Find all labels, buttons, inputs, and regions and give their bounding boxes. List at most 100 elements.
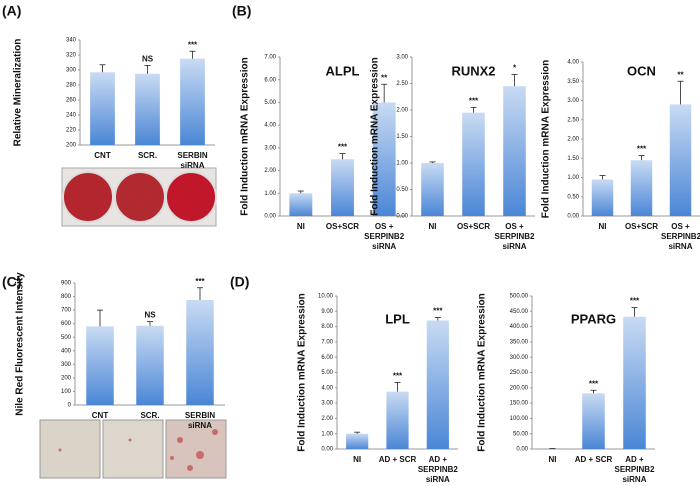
significance-label: *** — [589, 379, 599, 388]
chart: 0.00 1.00 2.00 3.00 4.00 5.00 6.00 7.00 Fold Ind… — [240, 55, 405, 251]
x-label-box: OS + SERPINB2 siRNA — [661, 222, 700, 251]
y-tick-label: 240 — [66, 113, 77, 119]
x-label-box: AD + SCR — [379, 455, 417, 464]
y-tick-label: 0.00 — [264, 214, 276, 220]
panel-label: (C) — [2, 274, 21, 290]
y-tick-label: 0.50 — [396, 187, 408, 193]
y-tick-label: 0.50 — [567, 194, 579, 200]
y-tick-label: 500 — [61, 335, 72, 341]
x-label-box: OS + SERPINB2 siRNA — [364, 222, 404, 251]
x-label-box: NI — [428, 222, 437, 231]
y-tick-label: 9.00 — [321, 309, 333, 315]
x-tick-label: CNT — [94, 151, 111, 160]
y-axis-label: Fold Induction mRNA Expression — [541, 60, 552, 219]
chart-title: PPARG — [571, 311, 616, 326]
bar — [426, 320, 449, 449]
y-tick-label: 4.00 — [567, 60, 579, 66]
y-tick-label: 700 — [61, 308, 72, 314]
y-tick-label: 6.00 — [321, 355, 333, 361]
x-tick-label: OS + SERPINB2 siRNA — [494, 222, 535, 251]
y-tick-label: 7.00 — [321, 339, 333, 345]
y-tick-label: 1.00 — [567, 175, 579, 181]
y-tick-label: 3.00 — [567, 98, 579, 104]
bar — [582, 393, 605, 449]
y-tick-label: 0 — [68, 403, 72, 409]
chart: 0.00 50.00 100.00 150.00 200.00 250.00 300.00 3… — [477, 293, 655, 484]
mineralization-wells — [61, 167, 217, 227]
y-tick-label: 340 — [66, 38, 77, 44]
significance-label: *** — [433, 307, 443, 316]
y-tick-label: 2.00 — [264, 168, 276, 174]
x-label-box: CNT — [94, 151, 111, 160]
y-tick-label: 280 — [66, 83, 77, 89]
x-label-box: OS+SCR — [624, 222, 659, 231]
x-tick-label: OS+SCR — [624, 222, 659, 231]
bar — [669, 104, 692, 216]
y-tick-label: 0.00 — [396, 214, 408, 220]
y-tick-label: 400 — [61, 348, 72, 354]
x-tick-label: SERBIN siRNA — [177, 151, 208, 170]
y-tick-label: 1.00 — [264, 191, 276, 197]
panel-label: (A) — [2, 3, 21, 19]
y-axis-label: Fold Induction mRNA Expression — [477, 293, 488, 452]
x-tick-label: SERBIN siRNA — [184, 411, 216, 430]
y-tick-label: 200 — [61, 375, 72, 381]
y-tick-label: 800 — [61, 294, 72, 300]
y-tick-label: 2.00 — [321, 416, 333, 422]
x-label-box: SCR. — [138, 151, 157, 160]
significance-label: *** — [469, 96, 479, 105]
chart-title: OCN — [627, 63, 656, 78]
y-tick-label: 50.00 — [513, 431, 529, 437]
x-label-box: SERBIN siRNA — [177, 151, 208, 170]
bar — [135, 73, 160, 145]
x-tick-label: NI — [353, 455, 362, 464]
x-label-box: SCR. — [140, 411, 159, 420]
x-label-box: NI — [297, 222, 305, 231]
y-tick-label: 350.00 — [510, 339, 529, 345]
bar — [186, 299, 214, 405]
chart: 0.00 1.00 2.00 3.00 4.00 5.00 6.00 7.00 8.00 9.00… — [297, 293, 458, 484]
y-tick-label: 300 — [61, 362, 72, 368]
x-label-box: NI — [353, 455, 362, 464]
y-tick-label: 4.00 — [321, 385, 333, 391]
bar — [331, 159, 354, 216]
significance-label: *** — [338, 143, 348, 152]
x-label-box: NI — [549, 455, 557, 464]
y-tick-label: 200.00 — [510, 385, 529, 391]
y-tick-label: 5.00 — [264, 100, 276, 106]
chart-title: ALPL — [326, 63, 360, 78]
x-tick-label: NI — [428, 222, 437, 231]
y-tick-label: 2.00 — [567, 137, 579, 143]
y-tick-label: 220 — [66, 128, 77, 134]
y-axis-label: Fold Induction mRNA Expression — [370, 57, 381, 216]
significance-label: *** — [637, 145, 647, 154]
y-tick-label: 0.00 — [516, 447, 528, 453]
y-tick-label: 500.00 — [510, 294, 529, 300]
y-axis-label: Relative Mineralization — [13, 39, 24, 147]
x-label-box: AD + SERPINB2 siRNA — [418, 455, 458, 484]
bar — [503, 86, 526, 217]
chart-title: LPL — [385, 311, 410, 326]
bar — [346, 433, 369, 449]
y-tick-label: 7.00 — [264, 55, 276, 61]
bar — [421, 163, 444, 216]
x-label-box: OS+SCR — [457, 222, 490, 231]
significance-label: NS — [144, 311, 156, 320]
x-tick-label: NI — [598, 222, 607, 231]
x-label-box: SERBIN siRNA — [184, 411, 216, 430]
y-tick-label: 10.00 — [318, 294, 334, 300]
chart: 0.00 0.50 1.00 1.50 2.00 2.50 3.00 3.50 4.00 Fold… — [541, 60, 700, 251]
x-label-box: CNT — [92, 411, 108, 420]
y-tick-label: 2.50 — [567, 117, 579, 123]
chart: 0.00 0.50 1.00 1.50 2.00 2.50 3.00 Fold Inducti… — [370, 55, 535, 251]
y-tick-label: 320 — [66, 53, 77, 59]
significance-label: *** — [188, 40, 198, 49]
significance-label: NS — [142, 55, 154, 64]
y-tick-label: 200 — [66, 143, 77, 149]
y-axis-label: Nile Red Fluorescent Intensity — [15, 272, 26, 416]
bar — [289, 193, 313, 216]
chart-title: RUNX2 — [451, 63, 495, 78]
y-tick-label: 150.00 — [510, 401, 529, 407]
chart: 200 220 240 260 280 300 320 340 Relative Mineral… — [13, 38, 215, 170]
y-tick-label: 0.00 — [567, 214, 579, 220]
